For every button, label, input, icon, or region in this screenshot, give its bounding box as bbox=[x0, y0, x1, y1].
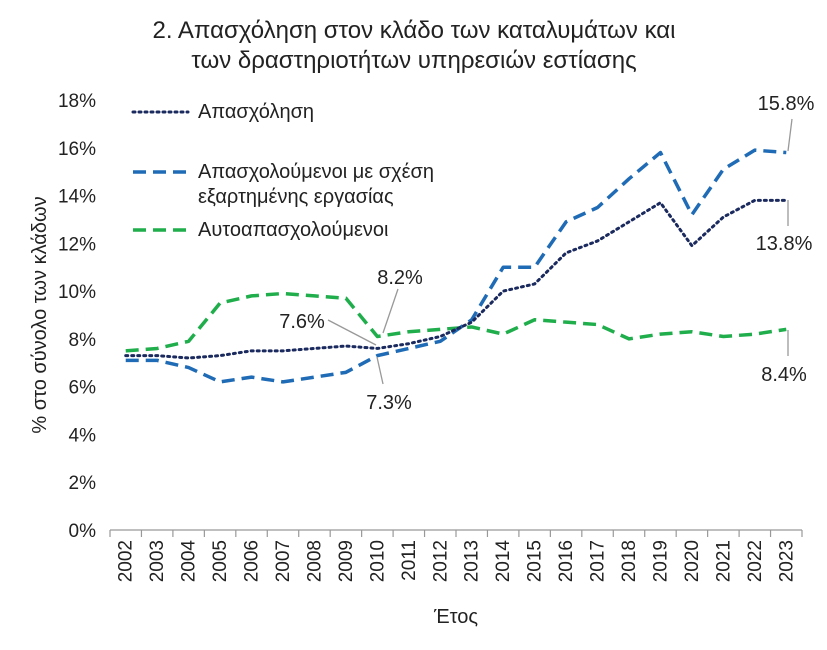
x-tick-label: 2006 bbox=[242, 540, 263, 582]
series-layer bbox=[124, 148, 788, 384]
chart-title-line-1: 2. Απασχόληση στον κλάδο των καταλυμάτων… bbox=[152, 17, 675, 44]
series-line-2 bbox=[125, 291, 787, 353]
y-tick-label: 10% bbox=[58, 282, 96, 303]
leader-line-8-2 bbox=[382, 288, 399, 334]
leader-line-7-6 bbox=[327, 319, 377, 346]
x-tick-label: 2019 bbox=[650, 540, 671, 582]
y-tick-label: 8% bbox=[69, 330, 97, 351]
x-tick-label: 2014 bbox=[493, 540, 514, 583]
series-line-0 bbox=[124, 198, 788, 360]
leader-line-15-8 bbox=[787, 118, 793, 152]
y-tick-label: 14% bbox=[58, 187, 96, 208]
x-tick-label: 2007 bbox=[273, 540, 294, 582]
x-tick-label: 2008 bbox=[304, 540, 325, 582]
annotation-7-6: 7.6% bbox=[279, 311, 325, 333]
x-tick-label: 2009 bbox=[336, 540, 357, 582]
x-axis-ticks: 2002 2003 2004 2005 2006 2007 2008 2009 2010 2011… bbox=[109, 530, 803, 583]
annotations: 15.8% 13.8% 8.4% 8.2% 7.6% 7.3% bbox=[279, 93, 814, 414]
series-line-1 bbox=[125, 148, 787, 384]
legend-label-apasxolisi: Απασχόληση bbox=[198, 101, 314, 123]
x-tick-label: 2011 bbox=[399, 540, 420, 581]
y-tick-label: 18% bbox=[58, 91, 96, 112]
x-tick-label: 2021 bbox=[713, 540, 734, 582]
legend-label-misthotoi-line-2: εξαρτημένης εργασίας bbox=[198, 186, 394, 208]
annotation-7-3: 7.3% bbox=[366, 392, 412, 414]
x-tick-label: 2020 bbox=[682, 540, 703, 582]
x-tick-label: 2018 bbox=[619, 540, 640, 582]
y-tick-label: 6% bbox=[69, 378, 97, 399]
x-tick-label: 2003 bbox=[147, 540, 168, 582]
chart-title-line-2: των δραστηριοτήτων υπηρεσιών εστίασης bbox=[191, 47, 636, 74]
x-tick-label: 2010 bbox=[367, 540, 388, 582]
x-tick-label: 2023 bbox=[776, 540, 797, 582]
y-tick-label: 12% bbox=[58, 234, 96, 255]
y-tick-label: 16% bbox=[58, 139, 96, 160]
y-tick-label: 0% bbox=[69, 521, 97, 542]
x-axis-label: Έτος bbox=[433, 606, 478, 628]
annotation-13-8: 13.8% bbox=[756, 233, 813, 255]
legend-label-misthotoi-line-1: Απασχολούμενοι με σχέση bbox=[198, 161, 434, 183]
x-tick-label: 2022 bbox=[745, 540, 766, 582]
legend-label-aftoapasxoloumenoi: Αυτοαπασχολούμενοι bbox=[198, 219, 388, 241]
x-tick-label: 2015 bbox=[525, 540, 546, 582]
y-axis-label: % στο σύνολο των κλάδων bbox=[29, 196, 51, 433]
y-axis-ticks: 0% 2% 4% 6% 8% 10% 12% 14% 16% 18% bbox=[58, 91, 96, 542]
x-tick-label: 2012 bbox=[430, 540, 451, 582]
x-tick-label: 2004 bbox=[179, 540, 200, 583]
annotation-15-8: 15.8% bbox=[758, 93, 815, 115]
x-tick-label: 2016 bbox=[556, 540, 577, 582]
x-tick-label: 2002 bbox=[116, 540, 137, 582]
leader-line-7-3 bbox=[376, 356, 384, 385]
legend: Απασχόληση Απασχολούμενοι με σχέση εξαρτ… bbox=[131, 101, 434, 241]
x-tick-label: 2013 bbox=[462, 540, 483, 582]
annotation-8-4: 8.4% bbox=[761, 364, 807, 386]
x-tick-label: 2005 bbox=[210, 540, 231, 582]
y-tick-label: 4% bbox=[69, 425, 97, 446]
y-tick-label: 2% bbox=[69, 473, 97, 494]
annotation-8-2: 8.2% bbox=[377, 267, 423, 289]
x-tick-label: 2017 bbox=[588, 540, 609, 582]
